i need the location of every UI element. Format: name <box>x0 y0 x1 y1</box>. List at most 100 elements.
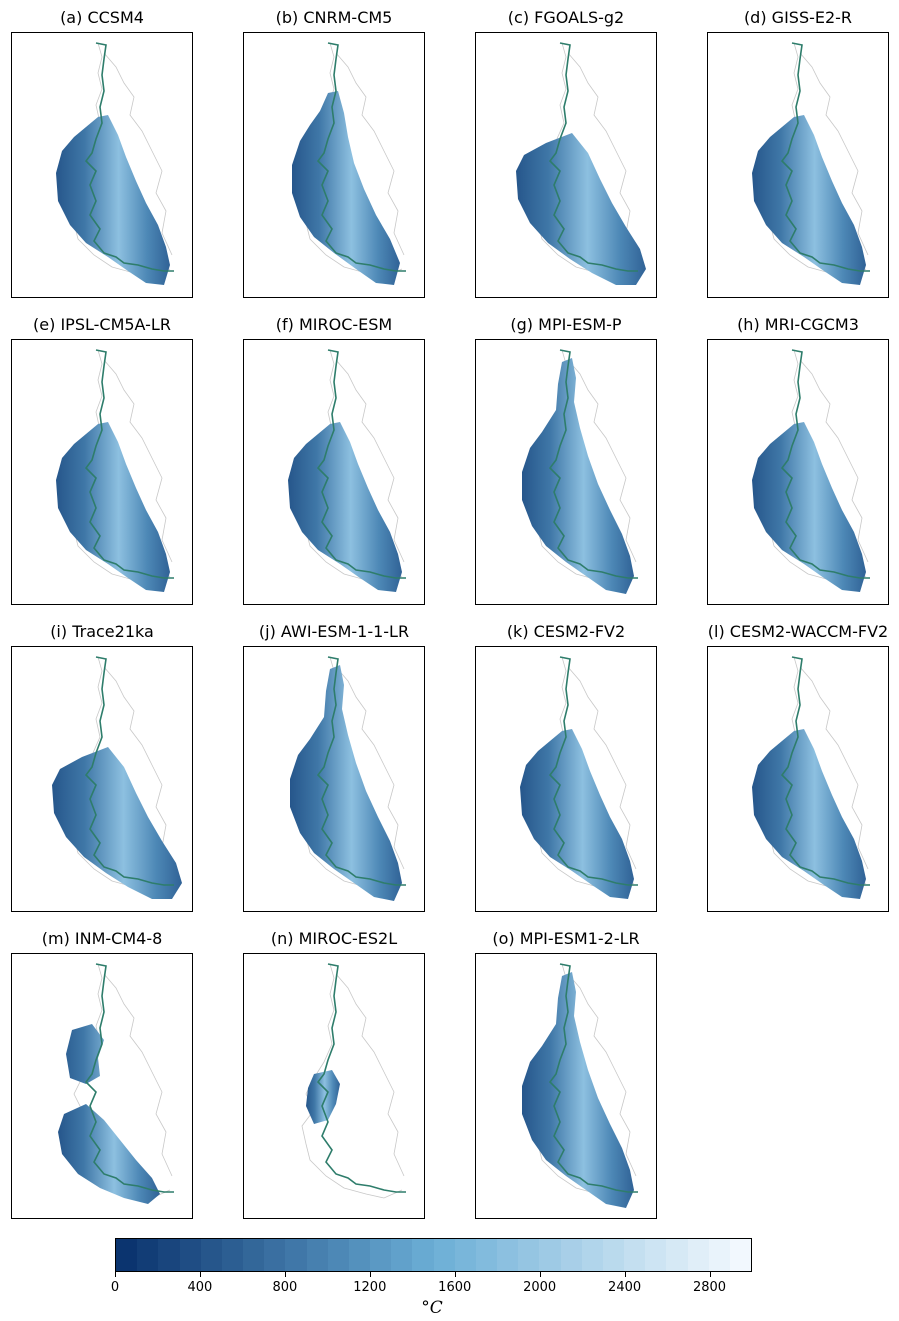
colorbar-segment <box>200 1239 222 1271</box>
ice-sheet-extent <box>58 1024 160 1204</box>
colorbar-tick-label: 0 <box>110 1280 120 1295</box>
ice-thickness-map <box>56 349 174 592</box>
map-panel: (h) MRI-CGCM3 <box>707 315 889 605</box>
map-frame <box>243 339 425 605</box>
colorbar-segment <box>264 1239 286 1271</box>
colorbar-segment <box>624 1239 646 1271</box>
colorbar-tick <box>199 1272 201 1277</box>
map-panel: (b) CNRM-CM5 <box>243 8 425 298</box>
ice-sheet-extent <box>752 729 866 899</box>
colorbar-tick <box>454 1272 456 1277</box>
ice-thickness-map <box>58 963 174 1204</box>
colorbar-tick-label: 2400 <box>608 1280 642 1295</box>
ice-sheet-extent <box>516 133 646 285</box>
map-frame <box>475 32 657 298</box>
colorbar-tick-label: 800 <box>272 1280 298 1295</box>
panel-title: (a) CCSM4 <box>60 8 144 27</box>
colorbar-segment <box>602 1239 625 1271</box>
colorbar-tick <box>369 1272 371 1277</box>
map-frame <box>475 339 657 605</box>
ice-sheet-extent <box>752 115 866 285</box>
ice-sheet-extent <box>522 358 634 594</box>
ice-sheet-extent <box>520 729 634 899</box>
colorbar-segment <box>539 1239 561 1271</box>
panel-title: (j) AWI-ESM-1-1-LR <box>258 622 410 641</box>
panel-title: (d) GISS-E2-R <box>743 8 853 27</box>
reconstruction-outline <box>548 349 638 579</box>
colorbar-segment <box>729 1239 752 1271</box>
map-panel: (a) CCSM4 <box>11 8 193 298</box>
ice-thickness-map <box>301 963 406 1199</box>
panel-title: (i) Trace21ka <box>50 622 154 641</box>
ice-sheet-extent <box>56 422 170 592</box>
colorbar-segment <box>391 1239 413 1271</box>
map-panel: (n) MIROC-ES2L <box>243 929 425 1219</box>
panel-title: (c) FGOALS-g2 <box>507 8 625 27</box>
colorbar-segment <box>518 1239 540 1271</box>
colorbar-tick-label: 2000 <box>523 1280 557 1295</box>
reconstruction-outline <box>84 42 174 272</box>
colorbar-segment <box>560 1239 582 1271</box>
map-frame <box>475 953 657 1219</box>
reconstruction-outline <box>780 42 870 272</box>
colorbar-segment <box>158 1239 180 1271</box>
map-frame <box>11 339 193 605</box>
reconstruction-outline <box>316 963 406 1193</box>
colorbar-segment <box>221 1239 244 1271</box>
map-panel: (c) FGOALS-g2 <box>475 8 657 298</box>
reconstruction-outline <box>548 656 638 886</box>
ice-thickness-map <box>752 656 870 899</box>
panel-title: (k) CESM2-FV2 <box>506 622 626 641</box>
colorbar-tick <box>624 1272 626 1277</box>
ice-thickness-map <box>520 656 638 899</box>
panel-title: (g) MPI-ESM-P <box>510 315 622 334</box>
reconstruction-outline <box>316 656 406 886</box>
panel-title: (o) MPI-ESM1-2-LR <box>492 929 640 948</box>
ice-sheet-extent <box>290 665 402 901</box>
map-panel: (m) INM-CM4-8 <box>11 929 193 1219</box>
colorbar-segment <box>327 1239 349 1271</box>
colorbar-segment <box>454 1239 476 1271</box>
reconstruction-outline <box>548 963 638 1193</box>
ice-sheet-extent <box>306 1070 340 1124</box>
ice-thickness-map <box>292 42 406 285</box>
colorbar-segment <box>137 1239 159 1271</box>
reconstruction-outline <box>316 42 406 272</box>
colorbar <box>115 1238 752 1272</box>
ice-sheet-extent <box>292 91 400 285</box>
map-panel: (k) CESM2-FV2 <box>475 622 657 912</box>
reconstruction-outline <box>84 963 174 1193</box>
panel-title: (l) CESM2-WACCM-FV2 <box>707 622 889 641</box>
colorbar-segment <box>708 1239 730 1271</box>
colorbar-segment <box>116 1239 138 1271</box>
ice-sheet-extent <box>56 115 170 285</box>
reconstruction-outline <box>780 349 870 579</box>
colorbar-segment <box>370 1239 392 1271</box>
ice-sheet-extent <box>52 747 182 899</box>
reconstruction-outline <box>84 349 174 579</box>
colorbar-tick-label: 2800 <box>692 1280 727 1295</box>
ice-thickness-map <box>752 42 870 285</box>
colorbar-segment <box>348 1239 371 1271</box>
colorbar-segment <box>475 1239 498 1271</box>
colorbar-segment <box>687 1239 709 1271</box>
panel-title: (f) MIROC-ESM <box>275 315 393 334</box>
ice-thickness-map <box>52 656 182 899</box>
map-frame <box>243 953 425 1219</box>
ice-thickness-map <box>288 349 406 592</box>
colorbar-segment <box>645 1239 667 1271</box>
colorbar-segment <box>412 1239 434 1271</box>
panel-title: (e) IPSL-CM5A-LR <box>33 315 171 334</box>
colorbar-segment <box>581 1239 603 1271</box>
colorbar-tick-label: 400 <box>187 1280 213 1295</box>
map-panel: (j) AWI-ESM-1-1-LR <box>243 622 425 912</box>
map-frame <box>11 646 193 912</box>
map-panel: (g) MPI-ESM-P <box>475 315 657 605</box>
reconstruction-outline <box>780 656 870 886</box>
map-frame <box>707 339 889 605</box>
colorbar-tick <box>709 1272 711 1277</box>
reconstruction-outline <box>84 656 174 886</box>
colorbar-tick <box>284 1272 286 1277</box>
colorbar-segment <box>666 1239 688 1271</box>
ice-thickness-map <box>516 42 646 285</box>
